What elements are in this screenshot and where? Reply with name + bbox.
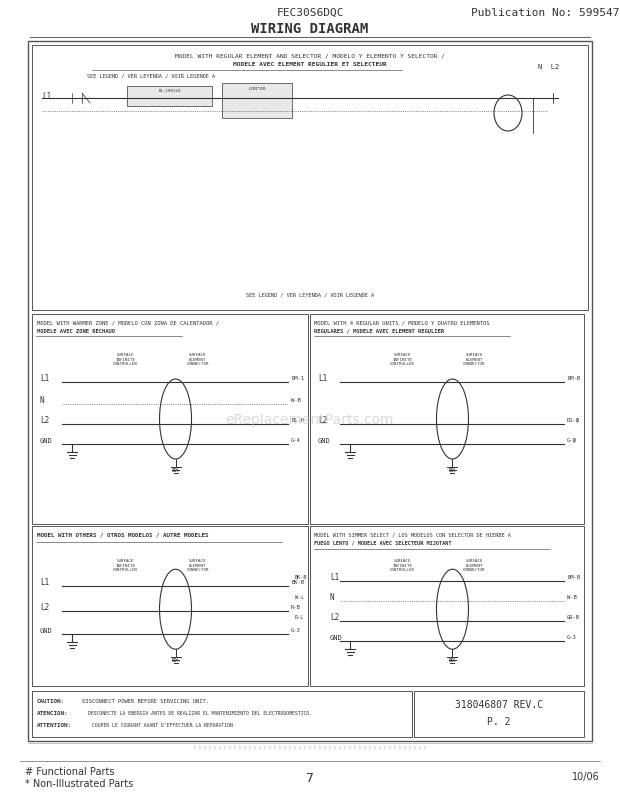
Text: GR-B: GR-B — [567, 615, 580, 620]
Text: ATTENTION:: ATTENTION: — [37, 722, 72, 727]
Bar — [28, 42, 592, 741]
Text: ATENCION:: ATENCION: — [37, 710, 68, 715]
Text: BK-B: BK-B — [295, 575, 308, 580]
Text: LIMITER: LIMITER — [248, 87, 266, 91]
Text: GND: GND — [318, 437, 330, 444]
Text: W-B: W-B — [291, 398, 301, 403]
Text: 7: 7 — [306, 771, 314, 784]
Text: BX: BX — [449, 658, 456, 662]
Text: BX: BX — [172, 658, 179, 662]
Text: SURFACE
INFINITE
CONTROLLER: SURFACE INFINITE CONTROLLER — [390, 558, 415, 572]
Ellipse shape — [436, 569, 469, 650]
Text: G-3: G-3 — [567, 634, 577, 640]
Text: SURFACE
INFINITE
CONTROLLER: SURFACE INFINITE CONTROLLER — [113, 353, 138, 366]
Text: GND: GND — [40, 437, 53, 444]
Bar — [32, 691, 412, 737]
Text: MODEL WITH OTHERS / OTROS MODELOS / AUTRE MODELES: MODEL WITH OTHERS / OTROS MODELOS / AUTR… — [37, 533, 208, 537]
Text: G-φ: G-φ — [567, 438, 577, 443]
Text: BM-1: BM-1 — [291, 376, 304, 381]
Text: SURFACE
INFINITE
CONTROLLER: SURFACE INFINITE CONTROLLER — [390, 353, 415, 366]
Text: L1: L1 — [318, 374, 327, 383]
Text: MODELE AVEC ZONE RECHAUO: MODELE AVEC ZONE RECHAUO — [37, 329, 115, 334]
Text: N  L2: N L2 — [538, 64, 559, 70]
Ellipse shape — [159, 379, 192, 460]
Bar — [127, 87, 212, 107]
Bar — [32, 526, 308, 687]
Text: DESCONECTE LA ENERGIA ANTES DE REALIZAR EL MANTENIMIENTO DEL ELECTRODOMESTICO.: DESCONECTE LA ENERGIA ANTES DE REALIZAR … — [85, 710, 312, 715]
Text: 318046807 REV.C: 318046807 REV.C — [455, 699, 543, 709]
Text: W-B: W-B — [567, 595, 577, 600]
Text: Publication No: 5995477022: Publication No: 5995477022 — [471, 8, 620, 18]
Ellipse shape — [159, 569, 192, 650]
Ellipse shape — [436, 379, 469, 460]
Text: L1: L1 — [42, 92, 51, 101]
Text: L2: L2 — [330, 613, 339, 622]
Text: SURFACE
ELEMENT
CONNECTOR: SURFACE ELEMENT CONNECTOR — [463, 353, 485, 366]
Text: BM-B: BM-B — [567, 575, 580, 580]
Text: L1: L1 — [40, 577, 49, 587]
Text: BX: BX — [172, 468, 179, 472]
Text: R1-φ: R1-φ — [567, 418, 580, 423]
Text: R-L: R-L — [295, 615, 304, 620]
Text: MODEL WITH 4 REGULAR UNITS / MODELO Y DUATRO ELEMENTOS: MODEL WITH 4 REGULAR UNITS / MODELO Y DU… — [314, 321, 490, 326]
Text: BX: BX — [449, 468, 456, 472]
Text: BK-B: BK-B — [291, 580, 304, 585]
Text: CAUTION:: CAUTION: — [37, 698, 65, 703]
Text: N: N — [40, 396, 45, 405]
Text: GND: GND — [40, 627, 53, 634]
Text: DISCONNECT POWER BEFORE SERVICING UNIT.: DISCONNECT POWER BEFORE SERVICING UNIT. — [79, 698, 209, 703]
Bar — [310, 526, 584, 687]
Text: L1: L1 — [330, 573, 339, 581]
Text: G-3: G-3 — [291, 628, 301, 633]
Text: MODELE AVEC ELEMENT REGULIER ET SELECTEUR: MODELE AVEC ELEMENT REGULIER ET SELECTEU… — [233, 62, 387, 67]
Bar — [32, 314, 308, 525]
Text: BM-B: BM-B — [567, 376, 580, 381]
Text: SURFACE
INFINITE
CONTROLLER: SURFACE INFINITE CONTROLLER — [113, 558, 138, 572]
Text: C C C C C C C C C C C C C C C C C C C C C C C C C C C C C C C C C C C C C C C C : C C C C C C C C C C C C C C C C C C C C … — [193, 745, 427, 749]
Text: 10/06: 10/06 — [572, 771, 600, 781]
Text: MODEL WITH REGULAR ELEMENT AND SELECTOR / MODELO Y ELEMENTO Y SELECTOR /: MODEL WITH REGULAR ELEMENT AND SELECTOR … — [175, 54, 445, 59]
Text: FUEGO LENTO / MODELE AVEC SELECTEUR MIJOTANT: FUEGO LENTO / MODELE AVEC SELECTEUR MIJO… — [314, 541, 451, 545]
Text: FEC30S6DQC: FEC30S6DQC — [277, 8, 343, 18]
Text: COUPER LE COURANT AVANT D'EFFECTUER LA REPARATION: COUPER LE COURANT AVANT D'EFFECTUER LA R… — [89, 722, 232, 727]
Text: * Non-Illustrated Parts: * Non-Illustrated Parts — [25, 778, 133, 788]
Text: REGULARES / MODELE AVEC ELEMENT REGULIER: REGULARES / MODELE AVEC ELEMENT REGULIER — [314, 329, 444, 334]
Text: SEE LEGEND / VER LEYENDA / VOIR LEGENDE A: SEE LEGEND / VER LEYENDA / VOIR LEGENDE … — [246, 293, 374, 298]
Text: MODEL WITH WARMER ZONE / MODELO CON ZONA DE CALENTADOR /: MODEL WITH WARMER ZONE / MODELO CON ZONA… — [37, 321, 219, 326]
Text: L2: L2 — [318, 416, 327, 425]
Text: SURFACE
ELEMENT
CONNECTOR: SURFACE ELEMENT CONNECTOR — [463, 558, 485, 572]
Text: N: N — [330, 593, 335, 602]
Text: SURFACE
ELEMENT
CONNECTOR: SURFACE ELEMENT CONNECTOR — [186, 353, 209, 366]
Text: WIRING DIAGRAM: WIRING DIAGRAM — [251, 22, 369, 36]
Text: BL-H: BL-H — [291, 418, 304, 423]
Text: R-B: R-B — [291, 605, 301, 610]
Ellipse shape — [494, 96, 522, 132]
Text: eReplacementParts.com: eReplacementParts.com — [226, 412, 394, 427]
Text: MODEL WITH SIMMER SELECT / LOS MODELOS CON SELECTOR DE HIERBE A: MODEL WITH SIMMER SELECT / LOS MODELOS C… — [314, 533, 511, 537]
Text: P. 2: P. 2 — [487, 716, 511, 726]
Text: SURFACE
ELEMENT
CONNECTOR: SURFACE ELEMENT CONNECTOR — [186, 558, 209, 572]
Text: L1: L1 — [40, 374, 49, 383]
Bar — [32, 46, 588, 310]
Text: L2: L2 — [40, 416, 49, 425]
Text: G-4: G-4 — [291, 438, 301, 443]
Text: L2: L2 — [40, 603, 49, 612]
Text: # Functional Parts: # Functional Parts — [25, 766, 115, 776]
Text: W-L: W-L — [295, 595, 304, 600]
Bar — [414, 691, 584, 737]
Text: GND: GND — [330, 634, 343, 640]
Bar — [310, 314, 584, 525]
Bar — [222, 84, 292, 119]
Text: BL-100124: BL-100124 — [158, 89, 181, 93]
Text: SEE LEGEND / VER LEYENDA / VOIR LEGENDE A: SEE LEGEND / VER LEYENDA / VOIR LEGENDE … — [87, 73, 215, 78]
